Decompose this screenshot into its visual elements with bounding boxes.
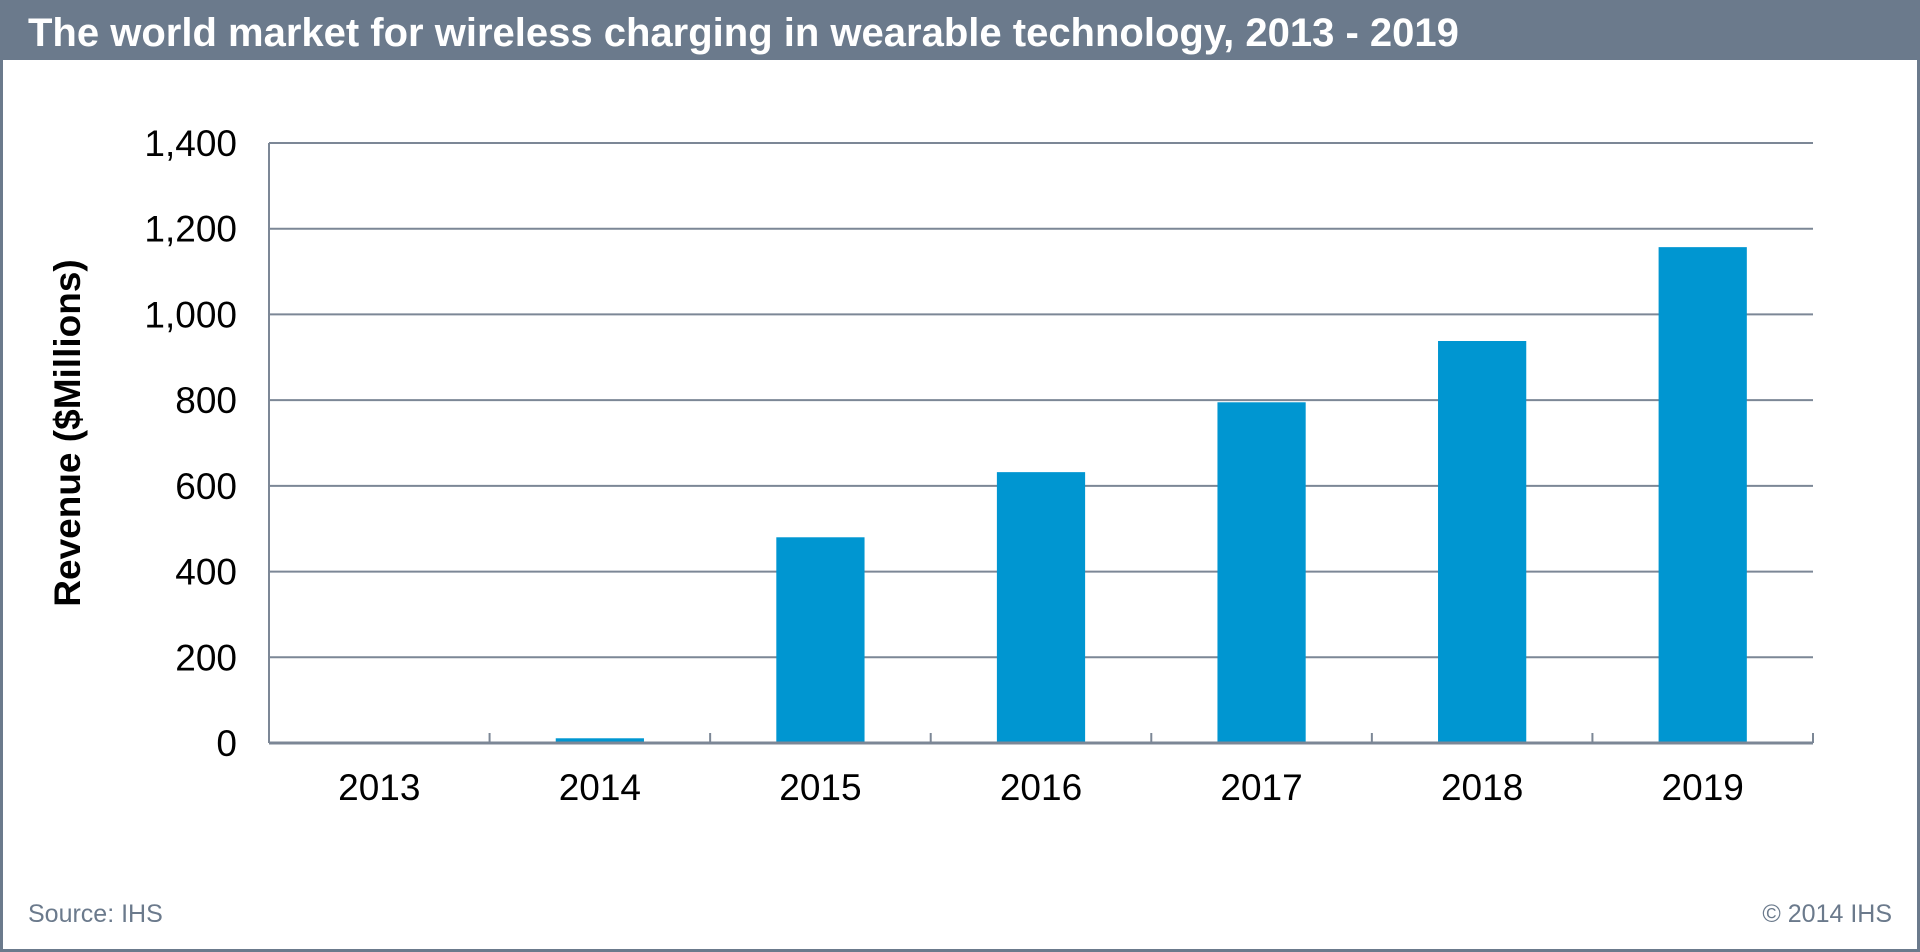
source-note: Source: IHS — [28, 900, 163, 928]
y-tick-label: 1,200 — [144, 209, 237, 250]
y-tick-label: 800 — [175, 380, 237, 421]
bar-2018 — [1438, 341, 1527, 743]
title-bar: The world market for wireless charging i… — [3, 3, 1917, 60]
copyright-note: © 2014 IHS — [1762, 900, 1892, 928]
y-tick-label: 1,000 — [144, 294, 237, 335]
bars — [335, 247, 1747, 743]
y-axis-label: Revenue ($Millions) — [47, 259, 88, 606]
axes — [268, 143, 1814, 745]
x-tick-label: 2016 — [1000, 767, 1082, 808]
chart-title: The world market for wireless charging i… — [28, 11, 1459, 55]
y-tick-labels: 0 200 400 600 800 1,000 1,200 1,400 — [144, 123, 237, 764]
x-tick-label: 2014 — [559, 767, 641, 808]
x-tick-label: 2019 — [1662, 767, 1744, 808]
y-tick-label: 1,400 — [144, 123, 237, 164]
y-tick-label: 200 — [175, 637, 237, 678]
bar-2014 — [555, 738, 644, 743]
x-tick-label: 2018 — [1441, 767, 1523, 808]
bar-2015 — [776, 537, 865, 743]
x-tick-label: 2013 — [338, 767, 420, 808]
bar-2017 — [1217, 402, 1306, 743]
x-tick-label: 2017 — [1220, 767, 1302, 808]
y-tick-label: 600 — [175, 466, 237, 507]
x-tick-label: 2015 — [779, 767, 861, 808]
y-tick-label: 0 — [216, 723, 237, 764]
bar-2019 — [1658, 247, 1747, 743]
y-tick-label: 400 — [175, 552, 237, 593]
x-tick-labels: 2013 2014 2015 2016 2017 2018 2019 — [338, 767, 1744, 808]
bar-2016 — [996, 472, 1086, 743]
